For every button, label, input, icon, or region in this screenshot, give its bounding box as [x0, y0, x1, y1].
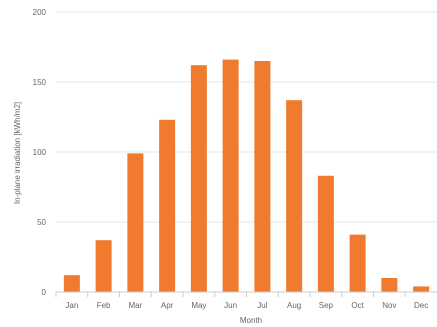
- y-axis-title: In-plane irradiation [kWh/m2]: [13, 102, 22, 204]
- x-tick-label-may: May: [191, 301, 206, 310]
- bar-jan: [63, 275, 80, 292]
- bar-nov: [381, 278, 398, 292]
- x-tick-label-jan: Jan: [65, 301, 78, 310]
- bar-dec: [413, 286, 430, 292]
- y-tick-labels: 0 50 100 150 200: [33, 8, 47, 297]
- x-tick-label-nov: Nov: [382, 301, 396, 310]
- bar-feb: [95, 240, 112, 292]
- x-tick-label-sep: Sep: [319, 301, 334, 310]
- bar-apr: [159, 119, 176, 292]
- gridlines: [56, 11, 437, 223]
- x-axis-title: Month: [240, 316, 262, 325]
- bar-sep: [317, 175, 334, 292]
- axes: [55, 291, 437, 297]
- x-tick-label-dec: Dec: [414, 301, 428, 310]
- bars: [63, 59, 430, 292]
- bar-may: [190, 65, 207, 292]
- bar-jul: [254, 61, 271, 292]
- x-tick-label-oct: Oct: [351, 301, 364, 310]
- bar-aug: [286, 100, 303, 292]
- x-tick-label-jul: Jul: [257, 301, 267, 310]
- y-tick-label-150: 150: [33, 78, 47, 87]
- y-tick-label-200: 200: [33, 8, 47, 17]
- x-tick-label-feb: Feb: [97, 301, 111, 310]
- bar-mar: [127, 153, 144, 292]
- bar-oct: [349, 234, 366, 292]
- x-tick-label-aug: Aug: [287, 301, 301, 310]
- y-tick-label-50: 50: [37, 218, 46, 227]
- y-tick-label-100: 100: [33, 148, 47, 157]
- x-tick-label-mar: Mar: [128, 301, 142, 310]
- x-tick-label-apr: Apr: [161, 301, 174, 310]
- x-tick-labels: Jan Feb Mar Apr May Jun Jul Aug Sep Oct Nov Dec: [65, 301, 428, 310]
- x-tick-label-jun: Jun: [224, 301, 237, 310]
- y-tick-label-0: 0: [42, 288, 47, 297]
- bar-jun: [222, 59, 239, 292]
